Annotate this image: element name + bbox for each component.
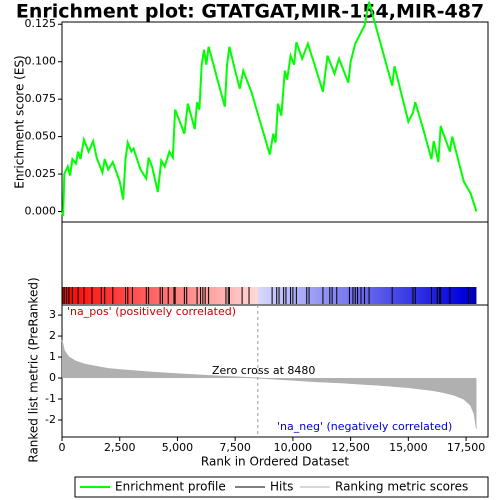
y2-tick-label: 0	[49, 371, 56, 384]
y2-axis-label: Ranked list metric (PreRanked)	[27, 277, 41, 462]
chart-title: Enrichment plot: GTATGAT,MIR-154,MIR-487	[16, 1, 484, 23]
y-tick-label: 0.025	[25, 167, 57, 180]
legend-label: Ranking metric scores	[335, 480, 468, 494]
es-line	[61, 1, 478, 217]
y-tick-label: 0.000	[25, 205, 57, 218]
x-tick-label: 10,000	[274, 441, 313, 454]
x-tick-label: 5,000	[162, 441, 194, 454]
x-tick-label: 0	[59, 441, 66, 454]
x-tick-label: 15,000	[389, 441, 428, 454]
y-tick-label: 0.125	[25, 17, 57, 30]
y2-tick-label: -2	[45, 413, 56, 426]
y-tick-label: 0.100	[25, 55, 57, 68]
y2-tick-label: -1	[45, 392, 56, 405]
y2-tick-label: 1	[49, 350, 56, 363]
metric-area	[62, 340, 477, 429]
y2-tick-label: 3	[49, 308, 56, 321]
x-tick-label: 7,500	[219, 441, 251, 454]
pos-label: 'na_pos' (positively correlated)	[67, 305, 236, 318]
legend-label: Hits	[270, 480, 293, 494]
zero-label: Zero cross at 8480	[212, 364, 315, 377]
legend	[74, 476, 489, 498]
y-tick-label: 0.075	[25, 92, 57, 105]
x-axis-label: Rank in Ordered Dataset	[201, 455, 349, 469]
y2-tick-label: 2	[49, 329, 56, 342]
y-tick-label: 0.050	[25, 130, 57, 143]
x-tick-label: 2,500	[104, 441, 136, 454]
y-axis-label: Enrichment score (ES)	[13, 55, 27, 188]
x-tick-label: 17,500	[447, 441, 486, 454]
legend-label: Enrichment profile	[115, 480, 226, 494]
metric-line	[61, 340, 477, 429]
x-tick-label: 12,500	[331, 441, 370, 454]
es-frame	[61, 21, 489, 223]
rank-band	[62, 287, 477, 304]
neg-label: 'na_neg' (negatively correlated)	[277, 420, 452, 433]
